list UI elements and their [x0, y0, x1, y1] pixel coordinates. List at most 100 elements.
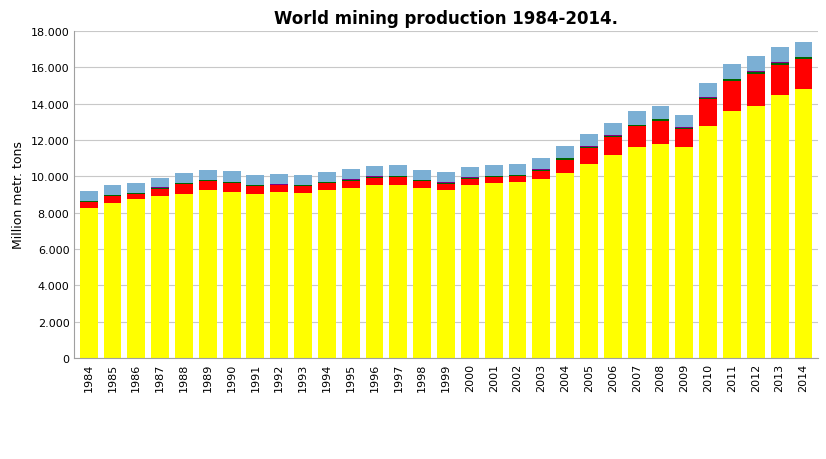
Bar	[723, 82, 741, 112]
Bar	[413, 170, 431, 180]
Bar	[175, 185, 193, 194]
Bar	[270, 185, 288, 186]
Bar	[151, 188, 169, 189]
Bar	[127, 184, 145, 193]
Bar	[699, 99, 717, 100]
Bar	[747, 75, 765, 106]
Bar	[747, 73, 765, 75]
Bar	[246, 187, 264, 194]
Bar	[103, 196, 121, 203]
Bar	[366, 179, 383, 186]
Bar	[485, 177, 503, 178]
Bar	[628, 127, 646, 148]
Bar	[461, 168, 479, 178]
Bar	[652, 145, 669, 358]
Bar	[771, 66, 789, 95]
Bar	[199, 181, 216, 182]
Bar	[175, 174, 193, 183]
Bar	[604, 136, 622, 138]
Bar	[628, 112, 646, 125]
Bar	[389, 178, 407, 185]
Bar	[485, 183, 503, 358]
Bar	[318, 184, 336, 190]
Bar	[580, 164, 598, 358]
Bar	[699, 100, 717, 126]
Bar	[413, 189, 431, 358]
Bar	[223, 183, 240, 184]
Bar	[771, 48, 789, 63]
Bar	[437, 173, 455, 183]
Bar	[461, 179, 479, 186]
Bar	[604, 123, 622, 136]
Bar	[294, 175, 312, 185]
Bar	[747, 57, 765, 73]
Y-axis label: Million metr. tons: Million metr. tons	[12, 141, 25, 249]
Bar	[270, 192, 288, 358]
Bar	[175, 194, 193, 358]
Bar	[580, 149, 598, 164]
Bar	[509, 182, 526, 358]
Bar	[294, 186, 312, 187]
Bar	[413, 182, 431, 189]
Bar	[79, 209, 97, 358]
Bar	[270, 174, 288, 185]
Bar	[723, 65, 741, 80]
Bar	[652, 120, 669, 122]
Bar	[342, 169, 359, 180]
Bar	[676, 116, 693, 128]
Bar	[389, 177, 407, 178]
Bar	[413, 181, 431, 182]
Bar	[366, 186, 383, 358]
Bar	[389, 166, 407, 176]
Bar	[628, 126, 646, 127]
Bar	[723, 112, 741, 358]
Bar	[556, 159, 574, 160]
Bar	[223, 184, 240, 192]
Bar	[366, 166, 383, 177]
Bar	[628, 148, 646, 358]
Bar	[509, 176, 526, 177]
Bar	[795, 60, 813, 90]
Bar	[223, 172, 240, 182]
Bar	[533, 158, 550, 170]
Bar	[556, 174, 574, 358]
Bar	[246, 175, 264, 185]
Bar	[771, 63, 789, 64]
Bar	[294, 187, 312, 193]
Bar	[294, 193, 312, 358]
Bar	[223, 192, 240, 358]
Bar	[318, 183, 336, 184]
Bar	[533, 170, 550, 171]
Bar	[676, 129, 693, 130]
Bar	[246, 186, 264, 187]
Bar	[318, 172, 336, 183]
Bar	[103, 203, 121, 358]
Bar	[79, 191, 97, 201]
Bar	[533, 179, 550, 358]
Bar	[79, 202, 97, 209]
Bar	[199, 170, 216, 181]
Bar	[509, 177, 526, 182]
Bar	[151, 189, 169, 197]
Bar	[676, 130, 693, 148]
Bar	[127, 200, 145, 358]
Bar	[556, 160, 574, 174]
Bar	[199, 182, 216, 190]
Bar	[437, 183, 455, 184]
Bar	[127, 194, 145, 195]
Bar	[342, 180, 359, 181]
Bar	[771, 95, 789, 358]
Title: World mining production 1984-2014.: World mining production 1984-2014.	[274, 10, 618, 28]
Bar	[604, 155, 622, 358]
Bar	[437, 184, 455, 190]
Bar	[151, 197, 169, 358]
Bar	[652, 122, 669, 145]
Bar	[389, 185, 407, 358]
Bar	[461, 186, 479, 358]
Bar	[795, 58, 813, 60]
Bar	[699, 126, 717, 358]
Bar	[175, 184, 193, 185]
Bar	[676, 148, 693, 358]
Bar	[604, 138, 622, 155]
Bar	[556, 147, 574, 159]
